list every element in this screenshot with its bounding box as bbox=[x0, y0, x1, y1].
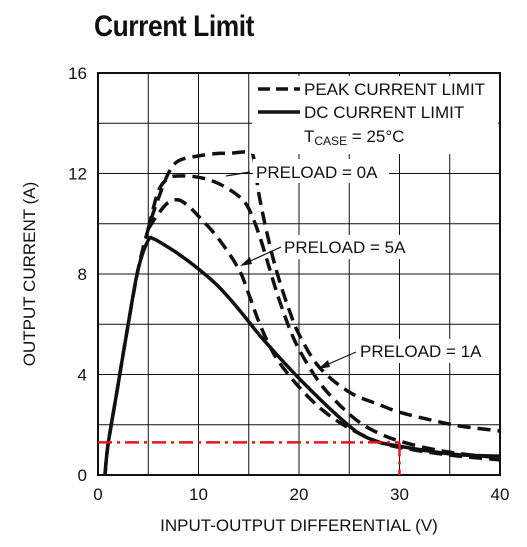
y-tick-label-8: 8 bbox=[78, 265, 87, 284]
annotation-preload-1a: PRELOAD = 1A bbox=[360, 342, 482, 361]
series-line-preload-1a bbox=[146, 174, 501, 460]
plot-frame bbox=[97, 72, 501, 476]
y-tick-label-4: 4 bbox=[78, 366, 87, 385]
series-lines bbox=[103, 150, 501, 476]
annotation-1a-bg bbox=[357, 339, 491, 363]
x-tick-label-10: 10 bbox=[189, 485, 208, 504]
annotation-preload-0a: PRELOAD = 0A bbox=[256, 163, 378, 182]
series-line-dc-current-limit bbox=[103, 235, 501, 476]
y-tick-label-0: 0 bbox=[78, 466, 87, 485]
tick-labels: 0 10 20 30 40 0 4 8 12 16 bbox=[68, 64, 509, 504]
x-tick-label-20: 20 bbox=[290, 485, 309, 504]
annotation-0a-bg bbox=[253, 159, 389, 183]
x-axis-label: INPUT-OUTPUT DIFFERENTIAL (V) bbox=[160, 516, 438, 535]
series-line-preload-0a bbox=[103, 150, 501, 476]
y-tick-label-12: 12 bbox=[68, 165, 87, 184]
annotation-5a-arrowhead bbox=[240, 257, 252, 266]
legend-label-dc: DC CURRENT LIMIT bbox=[304, 103, 464, 122]
annotation-preload-5a: PRELOAD = 5A bbox=[284, 238, 406, 257]
annotation-1a-leader bbox=[323, 351, 357, 367]
legend-background bbox=[252, 76, 498, 154]
condition-main: T bbox=[304, 127, 314, 146]
chart-title: Current Limit bbox=[94, 10, 255, 43]
condition-sub: CASE bbox=[314, 134, 347, 148]
condition-rest: = 25°C bbox=[347, 127, 404, 146]
x-tick-label-30: 30 bbox=[390, 485, 409, 504]
annotation-1a-arrowhead bbox=[318, 360, 330, 369]
y-axis-label: OUTPUT CURRENT (A) bbox=[20, 182, 39, 367]
x-tick-label-0: 0 bbox=[93, 485, 102, 504]
annotation-5a-leader bbox=[245, 246, 282, 264]
legend-label-peak: PEAK CURRENT LIMIT bbox=[304, 80, 485, 99]
y-tick-label-16: 16 bbox=[68, 64, 87, 83]
legend-condition: TCASE = 25°C bbox=[304, 127, 404, 148]
reference-lines bbox=[98, 441, 401, 475]
annotation-0a-leader bbox=[225, 171, 251, 177]
x-tick-label-40: 40 bbox=[491, 485, 510, 504]
annotation-5a-bg bbox=[281, 235, 415, 259]
